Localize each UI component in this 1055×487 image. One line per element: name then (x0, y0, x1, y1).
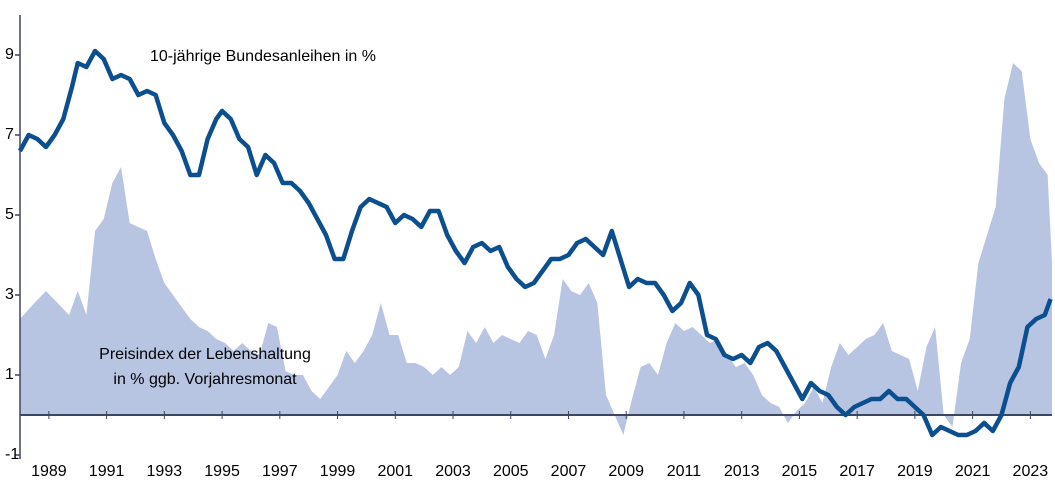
x-tick-label: 2007 (551, 463, 587, 480)
x-tick-label: 2005 (493, 463, 529, 480)
x-tick-label: 1989 (31, 463, 67, 480)
x-tick-label: 2001 (377, 463, 413, 480)
y-tick-label: 7 (5, 126, 14, 143)
area (20, 63, 1052, 435)
y-tick-label: 3 (5, 286, 14, 303)
y-tick-label: 5 (5, 206, 14, 223)
y-tick-label: 9 (5, 46, 14, 63)
y-tick-label: -1 (5, 446, 19, 463)
annotation: in % ggb. Vorjahresmonat (113, 371, 297, 388)
x-tick-label: 2009 (608, 463, 644, 480)
x-tick-label: 1991 (89, 463, 125, 480)
x-tick-label: 1995 (204, 463, 240, 480)
x-tick-label: 2021 (955, 463, 991, 480)
y-tick-label: 1 (5, 366, 14, 383)
x-tick-label: 2013 (724, 463, 760, 480)
x-tick-label: 2019 (897, 463, 933, 480)
x-tick-label: 1997 (262, 463, 298, 480)
x-tick-label: 2017 (839, 463, 875, 480)
x-tick-label: 2011 (667, 463, 702, 480)
x-tick-label: 2015 (782, 463, 818, 480)
annotation: Preisindex der Lebenshaltung (99, 346, 311, 363)
x-tick-label: 2003 (435, 463, 471, 480)
line (18, 48, 1053, 438)
annotation: 10-jährige Bundesanleihen in % (150, 48, 376, 65)
x-tick-label: 1993 (147, 463, 183, 480)
x-tick-label: 1999 (320, 463, 356, 480)
x-tick-label: 2023 (1013, 463, 1049, 480)
